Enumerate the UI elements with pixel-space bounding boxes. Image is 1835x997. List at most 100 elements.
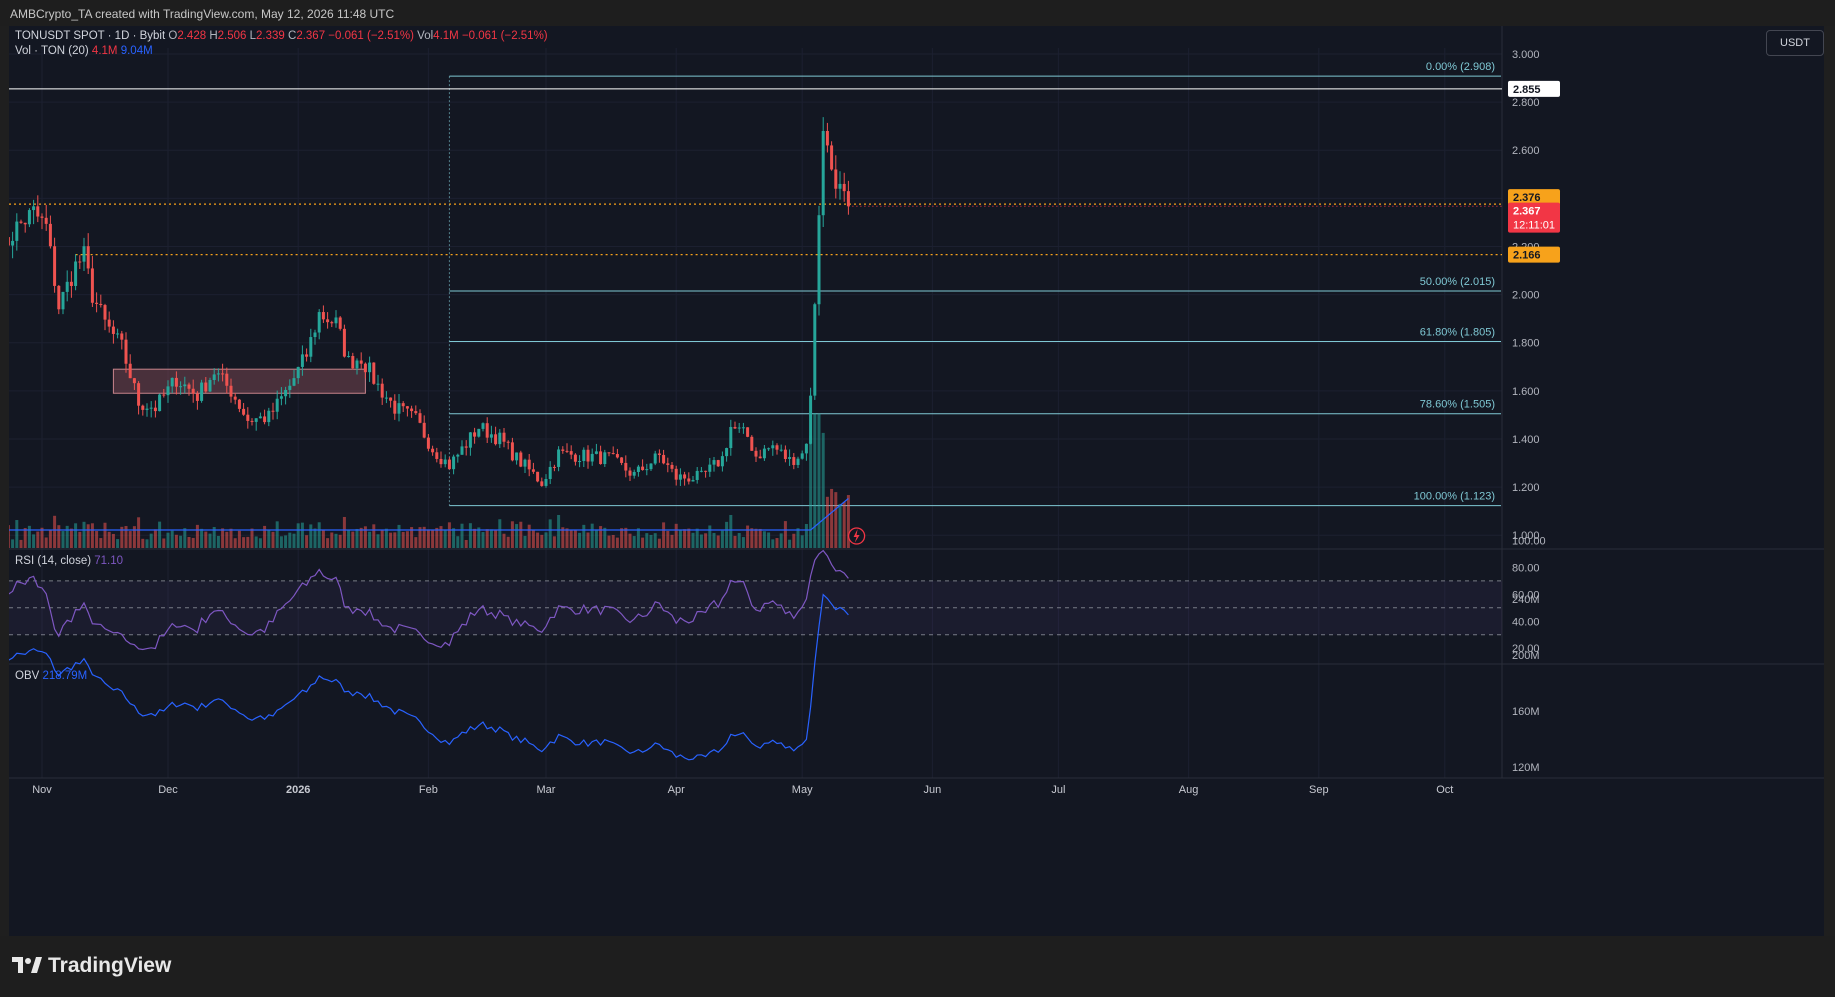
candle-body[interactable] — [678, 474, 682, 480]
candle-body[interactable] — [720, 456, 724, 467]
candle-body[interactable] — [523, 459, 527, 467]
candle-body[interactable] — [544, 478, 548, 486]
candle-body[interactable] — [397, 403, 401, 414]
candle-body[interactable] — [498, 432, 502, 445]
candle-body[interactable] — [40, 216, 44, 218]
candle-body[interactable] — [485, 423, 489, 438]
candle-body[interactable] — [246, 414, 250, 421]
candle-body[interactable] — [800, 453, 804, 459]
candle-body[interactable] — [447, 459, 451, 470]
candle-body[interactable] — [309, 337, 313, 357]
candle-body[interactable] — [27, 210, 31, 225]
candle-body[interactable] — [305, 354, 309, 357]
candle-body[interactable] — [489, 434, 493, 438]
candle-body[interactable] — [221, 373, 225, 375]
candle-body[interactable] — [263, 416, 267, 423]
candle-body[interactable] — [141, 405, 145, 410]
candle-body[interactable] — [317, 312, 321, 333]
candle-body[interactable] — [174, 377, 178, 387]
candle-body[interactable] — [132, 378, 136, 384]
candle-body[interactable] — [452, 456, 456, 470]
candle-body[interactable] — [825, 130, 829, 146]
candle-body[interactable] — [683, 474, 687, 479]
candle-body[interactable] — [561, 449, 565, 451]
candle-body[interactable] — [363, 363, 367, 373]
candle-body[interactable] — [607, 452, 611, 454]
candle-body[interactable] — [116, 333, 120, 335]
candle-body[interactable] — [57, 285, 61, 310]
candle-body[interactable] — [334, 317, 338, 324]
candle-body[interactable] — [82, 246, 86, 262]
candle-body[interactable] — [670, 464, 674, 469]
candle-body[interactable] — [716, 460, 720, 467]
candle-body[interactable] — [145, 408, 149, 410]
candle-body[interactable] — [460, 446, 464, 455]
candle-body[interactable] — [326, 319, 330, 323]
candle-body[interactable] — [699, 470, 703, 472]
candle-body[interactable] — [704, 470, 708, 472]
candle-body[interactable] — [393, 400, 397, 414]
candle-body[interactable] — [725, 448, 729, 457]
candle-body[interactable] — [225, 373, 229, 386]
candle-body[interactable] — [733, 426, 737, 429]
candle-body[interactable] — [846, 191, 850, 207]
candle-body[interactable] — [687, 478, 691, 482]
candle-body[interactable] — [464, 446, 468, 448]
candle-body[interactable] — [78, 261, 82, 263]
candle-body[interactable] — [23, 222, 27, 225]
candle-body[interactable] — [242, 408, 246, 415]
candle-body[interactable] — [771, 445, 775, 449]
candle-body[interactable] — [65, 281, 69, 292]
obv-label[interactable]: OBV — [15, 670, 40, 682]
candle-body[interactable] — [158, 394, 162, 412]
candle-body[interactable] — [195, 393, 199, 401]
rsi-label[interactable]: RSI (14, close) — [15, 555, 92, 567]
candle-body[interactable] — [599, 451, 603, 465]
candle-body[interactable] — [641, 466, 645, 471]
candle-body[interactable] — [183, 384, 187, 387]
candle-body[interactable] — [569, 451, 573, 455]
candle-body[interactable] — [422, 422, 426, 438]
candle-body[interactable] — [632, 471, 636, 476]
candle-body[interactable] — [111, 326, 115, 334]
candle-body[interactable] — [9, 237, 10, 246]
candle-body[interactable] — [481, 423, 485, 429]
candle-body[interactable] — [624, 462, 628, 471]
candle-body[interactable] — [414, 411, 418, 414]
candle-body[interactable] — [313, 332, 317, 338]
volume-indicator-label[interactable]: Vol · TON (20) — [15, 45, 89, 57]
candle-body[interactable] — [758, 456, 762, 459]
candle-body[interactable] — [15, 221, 19, 241]
candle-body[interactable] — [540, 481, 544, 486]
candle-body[interactable] — [762, 448, 766, 459]
candle-body[interactable] — [838, 183, 842, 189]
candle-body[interactable] — [372, 362, 376, 384]
candle-body[interactable] — [741, 427, 745, 429]
candle-body[interactable] — [620, 457, 624, 463]
candle-body[interactable] — [19, 221, 23, 223]
candle-body[interactable] — [61, 291, 65, 310]
candle-body[interactable] — [389, 397, 393, 401]
candle-body[interactable] — [284, 389, 288, 397]
candle-body[interactable] — [712, 460, 716, 465]
candle-body[interactable] — [405, 406, 409, 409]
candle-body[interactable] — [95, 302, 99, 304]
candle-body[interactable] — [775, 445, 779, 450]
candle-body[interactable] — [527, 459, 531, 470]
candle-body[interactable] — [179, 386, 183, 388]
candle-body[interactable] — [750, 436, 754, 451]
candle-body[interactable] — [128, 363, 132, 379]
candle-body[interactable] — [468, 432, 472, 448]
candle-body[interactable] — [649, 463, 653, 470]
candle-body[interactable] — [746, 427, 750, 437]
candle-body[interactable] — [300, 354, 304, 367]
candle-body[interactable] — [582, 449, 586, 462]
candle-body[interactable] — [153, 407, 157, 412]
candle-body[interactable] — [279, 396, 283, 399]
candle-body[interactable] — [779, 449, 783, 451]
candle-body[interactable] — [166, 386, 170, 396]
candle-body[interactable] — [809, 395, 813, 444]
candle-body[interactable] — [767, 448, 771, 450]
candle-body[interactable] — [830, 145, 834, 170]
candle-body[interactable] — [531, 469, 535, 472]
